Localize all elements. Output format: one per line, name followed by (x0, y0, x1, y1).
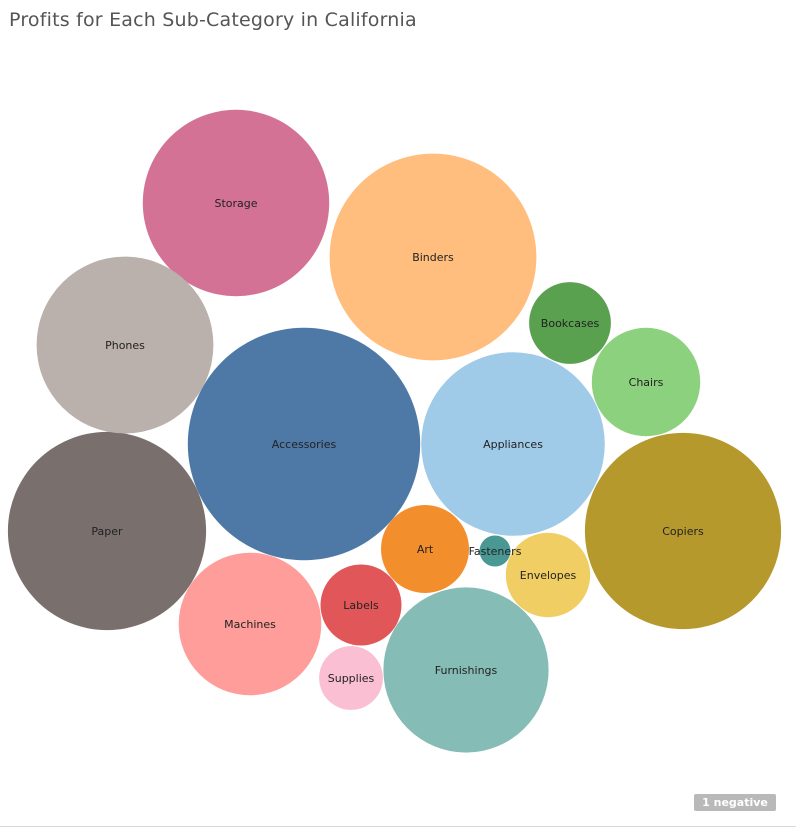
bubble-label-binders: Binders (412, 251, 454, 264)
bubble-label-envelopes: Envelopes (520, 569, 577, 582)
bubble-labels[interactable]: Labels (320, 564, 402, 646)
bubble-mark-machines[interactable] (178, 552, 322, 696)
bubble-mark-paper[interactable] (7, 431, 207, 631)
bubble-storage[interactable]: Storage (142, 109, 330, 297)
bubble-mark-envelopes[interactable] (505, 532, 591, 618)
bubble-fasteners[interactable]: Fasteners (469, 535, 522, 567)
bubble-label-storage: Storage (214, 197, 257, 210)
bubble-label-art: Art (417, 543, 434, 556)
bubble-accessories[interactable]: Accessories (187, 327, 421, 561)
negative-count-badge[interactable]: 1 negative (694, 794, 776, 811)
bubble-label-accessories: Accessories (272, 438, 337, 451)
bubble-mark-appliances[interactable] (421, 352, 605, 536)
bubble-label-machines: Machines (224, 618, 276, 631)
bottom-divider (0, 826, 796, 827)
bubble-binders[interactable]: Binders (329, 153, 537, 361)
bubble-mark-furnishings[interactable] (383, 587, 549, 753)
bubble-label-chairs: Chairs (629, 376, 664, 389)
bubble-mark-fasteners[interactable] (479, 535, 511, 567)
bubble-envelopes[interactable]: Envelopes (505, 532, 591, 618)
bubble-art[interactable]: Art (381, 505, 469, 593)
bubble-chairs[interactable]: Chairs (591, 327, 701, 437)
bubble-label-appliances: Appliances (483, 438, 543, 451)
chart-title: Profits for Each Sub-Category in Califor… (9, 9, 417, 31)
bubble-mark-accessories[interactable] (187, 327, 421, 561)
bubble-mark-chairs[interactable] (591, 327, 701, 437)
bubble-label-phones: Phones (105, 339, 145, 352)
bubble-label-paper: Paper (91, 525, 123, 538)
bubble-mark-bookcases[interactable] (529, 282, 611, 364)
bubble-label-labels: Labels (343, 599, 379, 612)
bubble-mark-labels[interactable] (320, 564, 402, 646)
bubble-label-copiers: Copiers (662, 525, 704, 538)
bubble-label-supplies: Supplies (328, 672, 375, 685)
bubble-machines[interactable]: Machines (178, 552, 322, 696)
bubble-phones[interactable]: Phones (36, 256, 214, 434)
bubble-mark-supplies[interactable] (319, 646, 383, 710)
bubble-appliances[interactable]: Appliances (421, 352, 605, 536)
bubble-supplies[interactable]: Supplies (319, 646, 383, 710)
bubble-copiers[interactable]: Copiers (584, 432, 782, 630)
bubble-mark-copiers[interactable] (584, 432, 782, 630)
bubble-label-furnishings: Furnishings (435, 664, 498, 677)
bubble-label-fasteners: Fasteners (469, 545, 522, 558)
bubble-mark-phones[interactable] (36, 256, 214, 434)
bubble-mark-art[interactable] (381, 505, 469, 593)
bubble-mark-binders[interactable] (329, 153, 537, 361)
bubble-furnishings[interactable]: Furnishings (383, 587, 549, 753)
bubble-label-bookcases: Bookcases (541, 317, 600, 330)
bubble-paper[interactable]: Paper (7, 431, 207, 631)
bubble-bookcases[interactable]: Bookcases (529, 282, 611, 364)
bubble-mark-storage[interactable] (142, 109, 330, 297)
